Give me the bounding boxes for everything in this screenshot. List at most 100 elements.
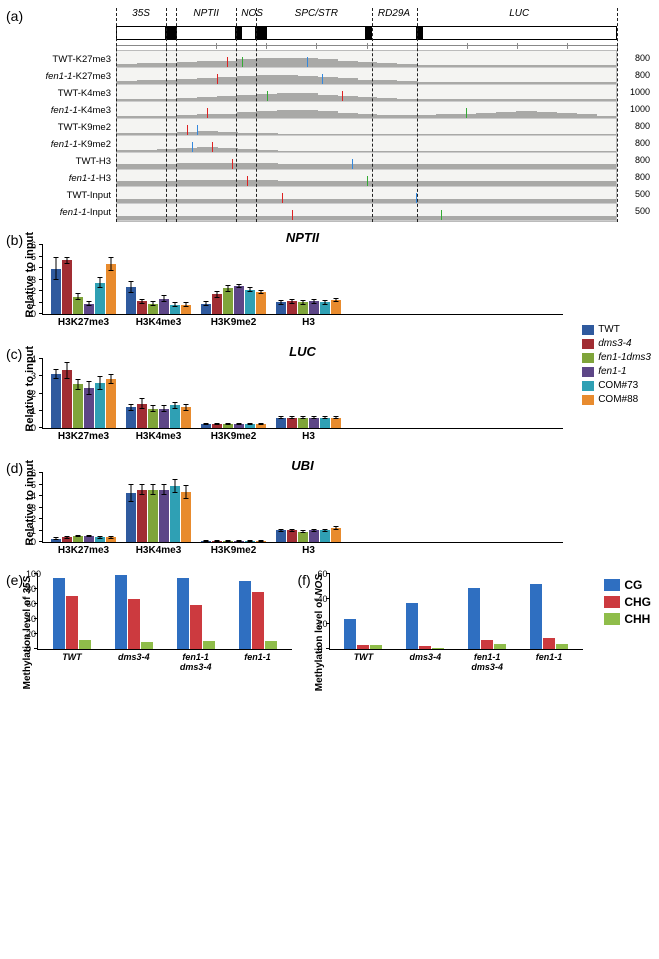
panel-label: (b) [6, 232, 23, 248]
region-label [166, 8, 176, 26]
track-body [117, 136, 616, 152]
region-label: 35S [116, 8, 166, 26]
meth-group: fen1-1dms3-4 [168, 578, 224, 649]
track-name-label: TWT-K9me2 [7, 122, 111, 133]
region-label: NOS [241, 8, 256, 26]
legend-item: CG [604, 578, 651, 592]
region-label [256, 8, 266, 26]
bar [84, 304, 94, 315]
legend-label: TWT [598, 324, 620, 335]
track-max-label: 800 [635, 138, 650, 148]
bar-group: H3K4me3 [126, 287, 191, 314]
legend-label: COM#73 [598, 380, 638, 391]
meth-bar [468, 588, 480, 649]
genome-divider [236, 8, 237, 222]
bar-group: H3K9me2 [201, 424, 266, 428]
x-tick-label: H3K9me2 [211, 428, 257, 442]
swatch-icon [582, 353, 594, 363]
swatch-icon [604, 613, 620, 625]
meth-panel: (e)Methylation level of 35S020406080100T… [6, 574, 292, 717]
genome-divider [417, 8, 418, 222]
track-row: TWT-K9me2800 [117, 119, 616, 136]
chart-plot: 0123456H3K27me3H3K4me3H3K9me2H3 [42, 473, 563, 543]
bar [159, 409, 169, 428]
track-max-label: 500 [635, 189, 650, 199]
bar [170, 405, 180, 428]
bar [298, 302, 308, 314]
bar [276, 418, 286, 429]
bar-group: H3 [276, 528, 341, 542]
x-tick-label: TWT [354, 649, 374, 662]
track-name-label: fen1-1-Input [7, 207, 111, 218]
region-box [256, 27, 266, 39]
bar [95, 283, 105, 315]
x-tick-label: fen1-1 [244, 649, 271, 662]
meth-bar [128, 599, 140, 649]
region-label: SPC/STR [266, 8, 366, 26]
track-body [117, 51, 616, 67]
legend-label: dms3-4 [598, 338, 631, 349]
track-body [117, 119, 616, 135]
x-tick-label: H3K27me3 [58, 428, 109, 442]
methylation-row: (e)Methylation level of 35S020406080100T… [6, 574, 653, 717]
track-max-label: 1000 [630, 87, 650, 97]
bar [137, 404, 147, 429]
track-row: fen1-1-K27me3800 [117, 68, 616, 85]
track-max-label: 800 [635, 172, 650, 182]
meth-group: dms3-4 [106, 575, 162, 649]
genome-divider [617, 8, 618, 222]
bar [320, 302, 330, 314]
x-tick-label: H3K9me2 [211, 314, 257, 328]
track-name-label: TWT-K4me3 [7, 88, 111, 99]
bar [309, 301, 319, 314]
bar-group: H3K27me3 [51, 536, 116, 542]
genome-divider [256, 8, 257, 222]
x-tick-label: dms3-4 [410, 649, 442, 662]
bar [309, 530, 319, 542]
meth-bar [239, 581, 251, 649]
meth-bar [141, 642, 153, 649]
bar-group: H3K27me3 [51, 370, 116, 428]
panel-label: (f) [298, 572, 311, 588]
bar [137, 301, 147, 314]
meth-group: dms3-4 [397, 603, 453, 649]
panel-label: (d) [6, 460, 23, 476]
chip-panel: (b)Relative to inputNPTII0123456H3K27me3… [6, 230, 653, 336]
bar [95, 383, 105, 429]
chart-title: NPTII [42, 230, 563, 245]
chart-plot: 0123456H3K27me3H3K4me3H3K9me2H3 [42, 245, 563, 315]
region-labels: 35SNPTIINOSSPC/STRRD29ALUC [116, 8, 617, 26]
meth-plot: 0204060TWTdms3-4fen1-1dms3-4fen1-1 [329, 574, 584, 650]
bar [276, 530, 286, 542]
bar [201, 424, 211, 428]
x-tick-label: H3K4me3 [136, 542, 182, 556]
bar [212, 294, 222, 314]
track-row: TWT-K27me3800 [117, 51, 616, 68]
x-tick-label: H3 [302, 542, 315, 556]
track-name-label: fen1-1-K27me3 [7, 71, 111, 82]
bar [320, 530, 330, 542]
meth-bar [66, 596, 78, 649]
meth-bar [265, 641, 277, 649]
region-box [176, 27, 236, 39]
track-name-label: TWT-H3 [7, 156, 111, 167]
region-box [422, 27, 617, 39]
meth-group: fen1-1dms3-4 [459, 588, 515, 649]
track-row: TWT-H3800 [117, 153, 616, 170]
bar [62, 370, 72, 428]
bar [287, 301, 297, 314]
swatch-icon [582, 367, 594, 377]
ruler [116, 40, 617, 50]
track-max-label: 500 [635, 206, 650, 216]
legend-item: COM#88 [582, 394, 651, 405]
x-tick-label: fen1-1 [536, 649, 563, 662]
bar-group: H3K9me2 [201, 541, 266, 542]
meth-group: fen1-1 [521, 584, 577, 649]
legend-label: CG [624, 578, 642, 592]
track-max-label: 800 [635, 70, 650, 80]
bar [51, 269, 61, 315]
bar [331, 300, 341, 314]
track-name-label: fen1-1-H3 [7, 173, 111, 184]
region-label: NPTII [176, 8, 236, 26]
bar [148, 490, 158, 543]
